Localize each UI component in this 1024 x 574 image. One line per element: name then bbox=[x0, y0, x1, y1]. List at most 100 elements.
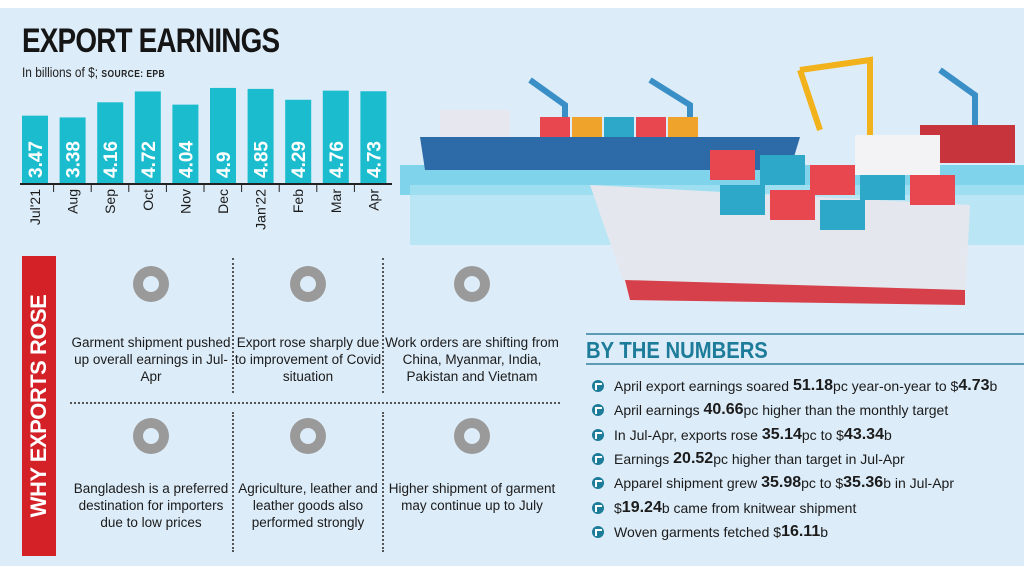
source-label: SOURCE: EPB bbox=[101, 69, 166, 80]
arrow-bullet-icon bbox=[592, 501, 604, 514]
bar bbox=[59, 117, 86, 183]
arrow-bullet-icon bbox=[592, 453, 604, 466]
bar bbox=[322, 90, 349, 183]
data-label: 3.38 bbox=[64, 141, 85, 178]
bar bbox=[285, 99, 312, 183]
reason-item: Work orders are shifting from China, Mya… bbox=[384, 262, 560, 385]
text: b in Jul-Apr bbox=[883, 475, 955, 492]
reason-text: Work orders are shifting from China, Mya… bbox=[385, 335, 559, 384]
x-tick-label: Jul'21 bbox=[27, 189, 43, 225]
data-label: 4.04 bbox=[176, 141, 197, 178]
text: Woven garments fetched $ bbox=[614, 523, 782, 540]
bar-chart: 3.47 Jul'21 3.38 Aug 4.16 Sep 4.72 Oct 4.04 Nov 4.… bbox=[20, 87, 392, 230]
x-tick-label: Feb bbox=[290, 189, 306, 213]
data-label: 4.16 bbox=[101, 141, 122, 178]
text: b bbox=[989, 378, 998, 395]
divider bbox=[586, 363, 1024, 365]
figure: 4.73 bbox=[958, 377, 990, 395]
x-tick-label: Aug bbox=[65, 189, 81, 214]
chart-subtitle: In billions of $; SOURCE: EPB bbox=[22, 64, 165, 80]
list-item: $19.24 b came from knitwear shipment bbox=[592, 495, 997, 519]
divider bbox=[70, 402, 560, 404]
arrow-bullet-icon bbox=[592, 380, 604, 393]
growth-chart-icon bbox=[454, 418, 490, 454]
arrow-bullet-icon bbox=[592, 525, 604, 538]
text: pc year-on-year to $ bbox=[833, 378, 959, 395]
dollar-down-icon bbox=[133, 418, 169, 454]
figure: 40.66 bbox=[703, 401, 744, 419]
reason-item: Export rose sharply due to improvement o… bbox=[234, 262, 382, 385]
text: $ bbox=[614, 499, 622, 516]
data-label: 4.72 bbox=[139, 141, 160, 178]
leather-bag-icon bbox=[290, 418, 326, 454]
reason-item: Bangladesh is a preferred destination fo… bbox=[70, 414, 232, 531]
figure: 35.36 bbox=[843, 474, 884, 492]
arrow-bullet-icon bbox=[592, 404, 604, 417]
divider bbox=[586, 333, 1024, 335]
figure: 19.24 bbox=[621, 498, 662, 516]
figure: 35.14 bbox=[761, 425, 802, 443]
clipboard-icon bbox=[454, 266, 490, 302]
text: b bbox=[820, 523, 829, 540]
arrow-bullet-icon bbox=[592, 477, 604, 490]
data-label: 4.85 bbox=[252, 141, 273, 178]
data-label: 4.76 bbox=[327, 141, 348, 178]
x-tick-label: Jan'22 bbox=[253, 189, 269, 230]
divider bbox=[382, 258, 384, 393]
reason-item: Agriculture, leather and leather goods a… bbox=[234, 414, 382, 531]
bar bbox=[22, 115, 48, 183]
text: April earnings bbox=[614, 402, 704, 419]
bar bbox=[247, 88, 274, 183]
reason-text: Garment shipment pushed up overall earni… bbox=[71, 335, 231, 384]
figure: 16.11 bbox=[781, 522, 821, 540]
text: Apparel shipment grew bbox=[614, 475, 762, 492]
bar bbox=[172, 104, 199, 183]
reason-item: Higher shipment of garment may continue … bbox=[384, 414, 560, 514]
chart-title: EXPORT EARNINGS bbox=[22, 22, 280, 60]
x-tick-label: Nov bbox=[177, 189, 193, 214]
by-the-numbers-heading: BY THE NUMBERS bbox=[586, 337, 768, 363]
data-label: 3.47 bbox=[26, 141, 47, 178]
list-item: April export earnings soared 51.18 pc yea… bbox=[592, 374, 997, 398]
text: In Jul-Apr, exports rose bbox=[614, 426, 762, 443]
bar bbox=[134, 91, 161, 183]
bar bbox=[97, 102, 124, 183]
divider bbox=[232, 258, 234, 393]
x-tick-label: Mar bbox=[328, 189, 344, 213]
reason-text: Agriculture, leather and leather goods a… bbox=[238, 481, 378, 530]
x-tick-label: Dec bbox=[215, 189, 231, 214]
arrow-bullet-icon bbox=[592, 428, 604, 441]
divider bbox=[232, 412, 234, 552]
numbers-list: April export earnings soared 51.18 pc yea… bbox=[592, 374, 997, 544]
text: pc higher than target in Jul-Apr bbox=[713, 451, 905, 468]
figure: 20.52 bbox=[673, 450, 714, 468]
list-item: Woven garments fetched $16.11 b bbox=[592, 520, 997, 544]
text: Earnings bbox=[614, 451, 674, 468]
figure: 35.98 bbox=[761, 474, 802, 492]
bar bbox=[210, 87, 236, 183]
text: April export earnings soared bbox=[614, 378, 793, 395]
reason-item: Garment shipment pushed up overall earni… bbox=[70, 262, 232, 385]
divider bbox=[382, 412, 384, 552]
text: b came from knitwear shipment bbox=[661, 499, 857, 516]
why-exports-rose-banner: WHY EXPORTS ROSE bbox=[22, 256, 56, 556]
shirt-icon bbox=[133, 266, 169, 302]
text: pc higher than the monthly target bbox=[743, 402, 949, 419]
x-tick-label: Apr bbox=[365, 189, 381, 211]
list-item: Earnings 20.52 pc higher than target in J… bbox=[592, 447, 997, 471]
figure: 51.18 bbox=[793, 377, 834, 395]
text: b bbox=[883, 426, 892, 443]
list-item: Apparel shipment grew 35.98 pc to $35.36 b… bbox=[592, 471, 997, 495]
cargo-ship-illustration bbox=[400, 56, 1024, 305]
data-label: 4.73 bbox=[364, 141, 385, 178]
list-item: April earnings 40.66 pc higher than the m… bbox=[592, 398, 997, 422]
x-tick-label: Oct bbox=[140, 189, 156, 211]
text: pc to $ bbox=[801, 475, 844, 492]
text: pc to $ bbox=[801, 426, 844, 443]
data-label: 4.29 bbox=[289, 141, 310, 178]
unit-label: In billions of $; bbox=[22, 64, 99, 80]
virus-icon bbox=[290, 266, 326, 302]
figure: 43.34 bbox=[843, 425, 884, 443]
reason-text: Higher shipment of garment may continue … bbox=[388, 481, 556, 513]
reason-text: Bangladesh is a preferred destination fo… bbox=[73, 481, 229, 530]
